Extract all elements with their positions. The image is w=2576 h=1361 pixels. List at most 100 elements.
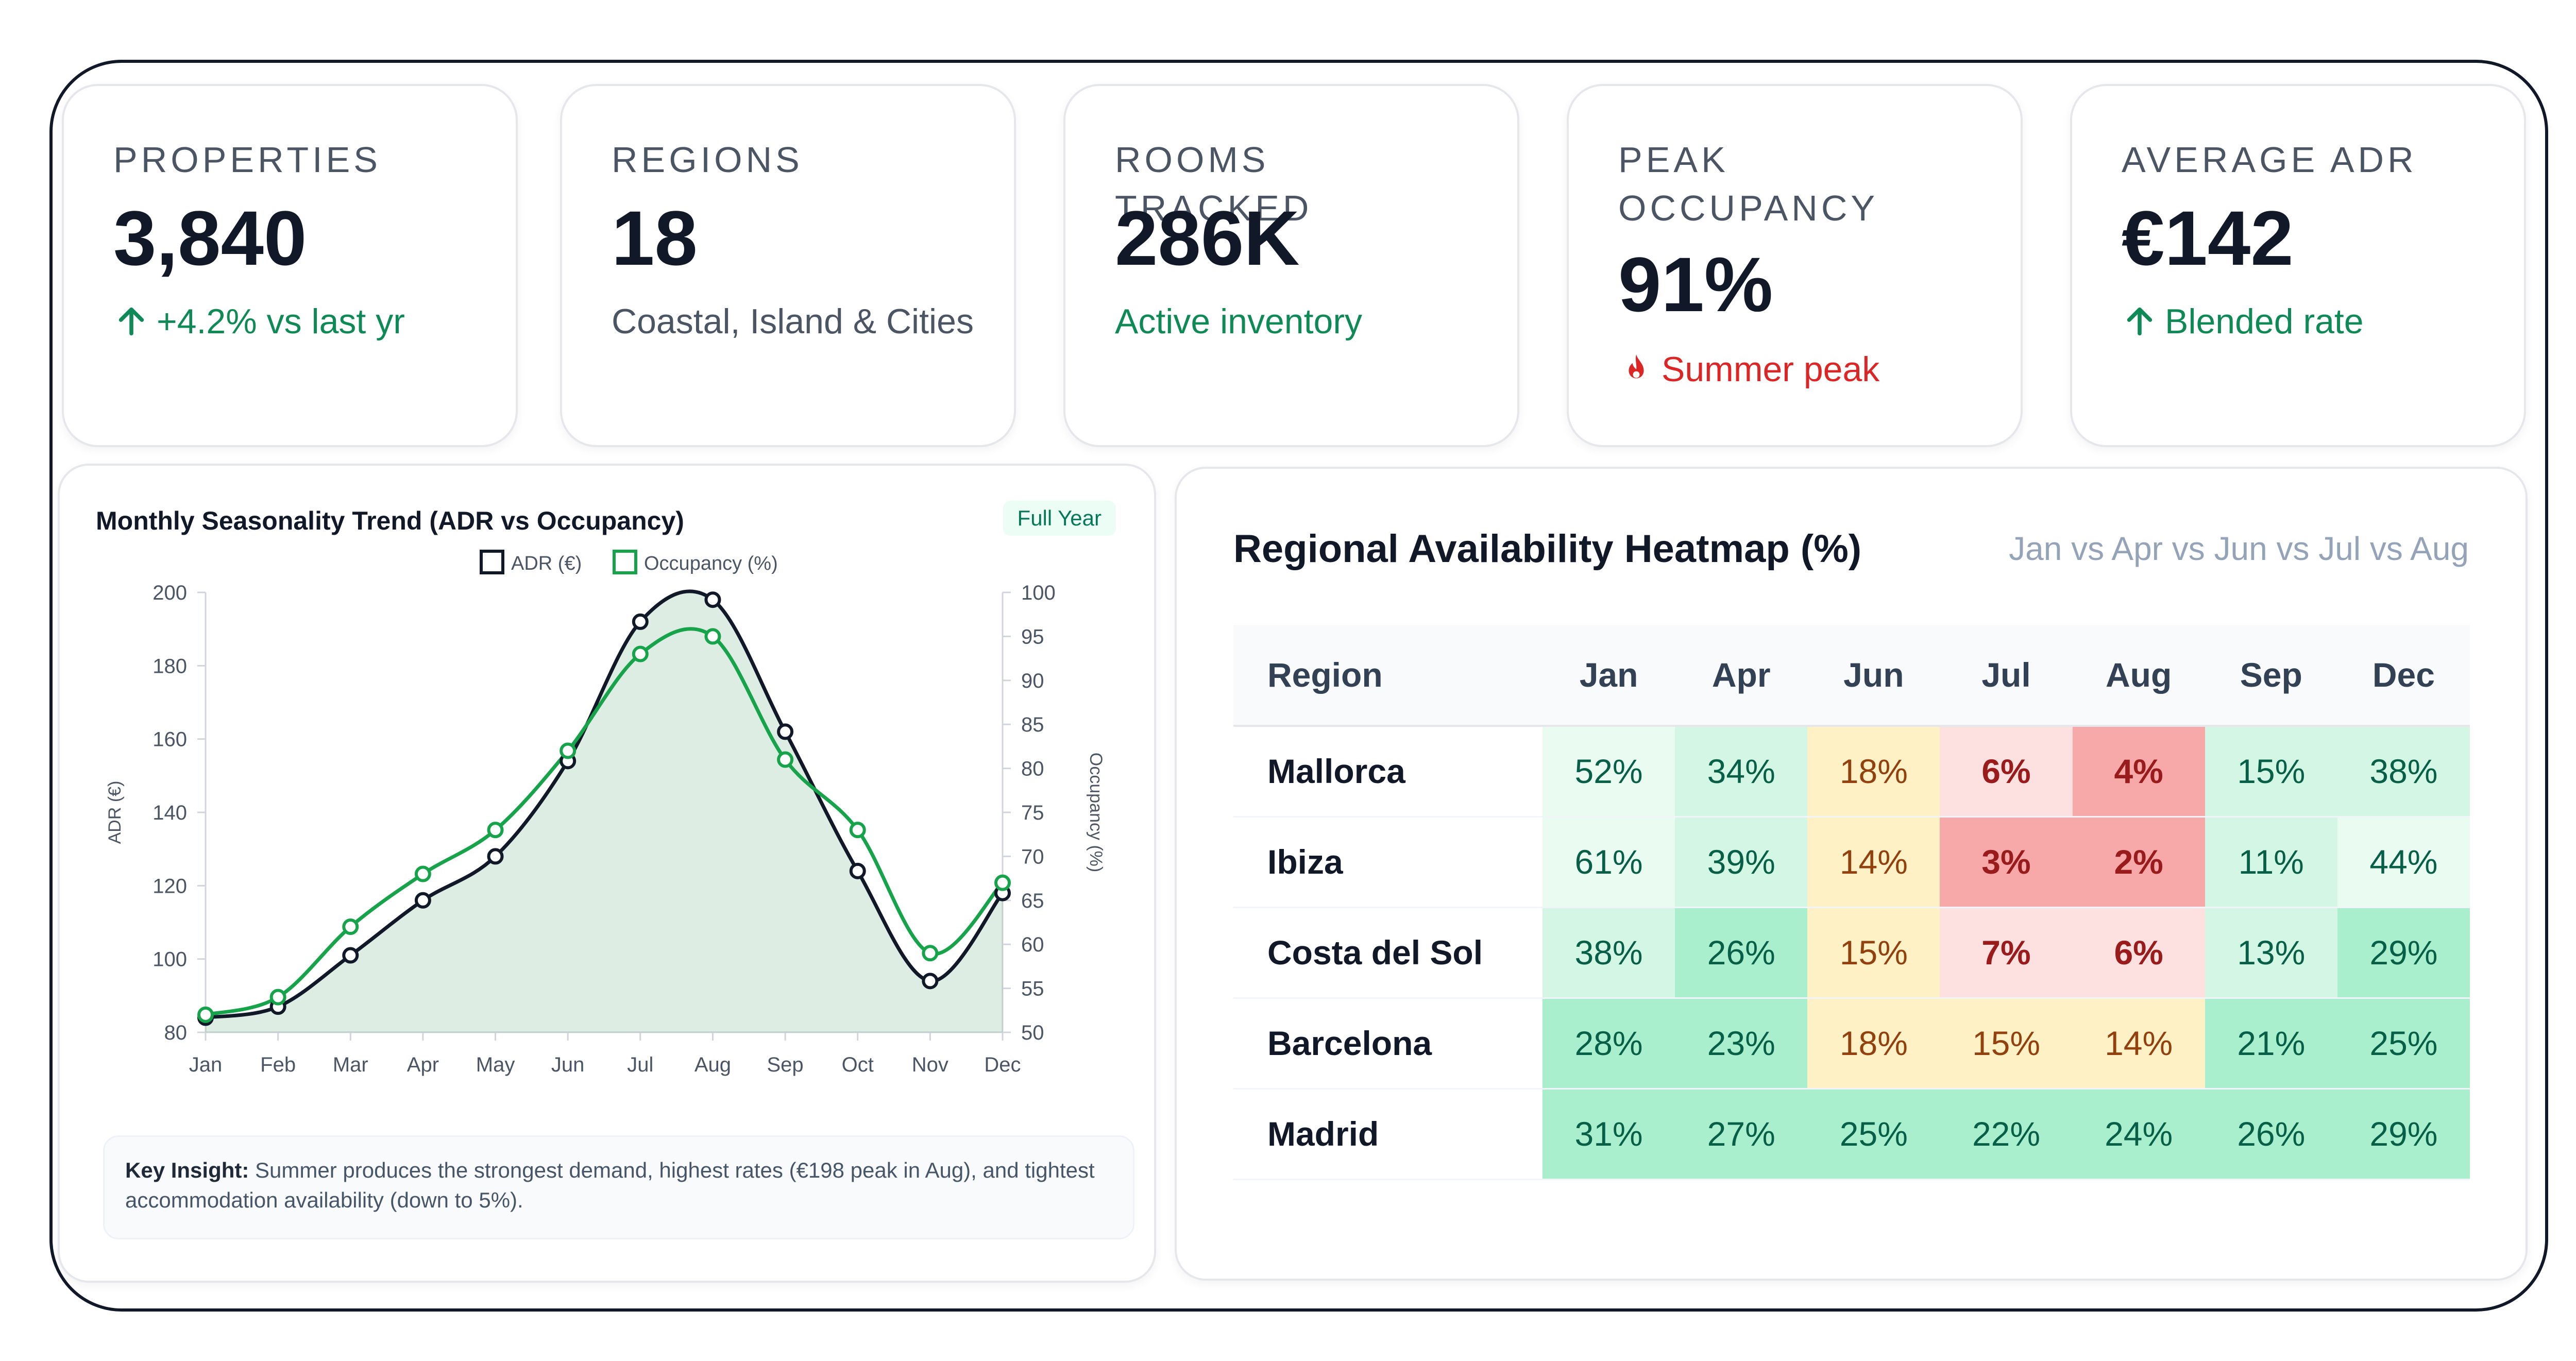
adr-point bbox=[414, 892, 431, 909]
heatmap-title: Regional Availability Heatmap (%) bbox=[1233, 527, 1862, 571]
y2-tick-label: 65 bbox=[1021, 890, 1044, 912]
stat-value: €142 bbox=[2122, 195, 2294, 281]
heatmap-cell: 18% bbox=[1807, 998, 1940, 1090]
column-header-jan: Jan bbox=[1543, 625, 1675, 727]
stat-sub: Coastal, Island & Cities bbox=[612, 298, 974, 345]
heatmap-cell: 24% bbox=[2072, 1088, 2205, 1180]
heatmap-cell: 22% bbox=[1940, 1088, 2073, 1180]
heatmap-cell: 4% bbox=[2072, 726, 2205, 818]
adr-point bbox=[704, 591, 721, 608]
heatmap-cell: 6% bbox=[1940, 726, 2073, 818]
x-tick-label: Jul bbox=[627, 1053, 653, 1076]
chart-title: Monthly Seasonality Trend (ADR vs Occupa… bbox=[96, 506, 684, 535]
x-tick-label: Jun bbox=[551, 1053, 585, 1076]
occupancy-point bbox=[632, 645, 649, 662]
heatmap-cell: 26% bbox=[2205, 1088, 2337, 1180]
adr-point bbox=[849, 862, 866, 879]
adr-point bbox=[922, 973, 939, 990]
occupancy-point bbox=[487, 822, 504, 839]
heatmap-panel: Regional Availability Heatmap (%) Jan vs… bbox=[1175, 467, 2528, 1281]
heatmap-cell: 13% bbox=[2205, 907, 2337, 999]
column-header-jul: Jul bbox=[1940, 625, 2073, 727]
heatmap-cell: 21% bbox=[2205, 998, 2337, 1090]
stat-card-properties: PROPERTIES 3,840 +4.2% vs last yr bbox=[62, 84, 518, 447]
x-tick-label: Apr bbox=[407, 1053, 439, 1076]
heatmap-cell: 15% bbox=[2205, 726, 2337, 818]
stat-label: PEAK OCCUPANCY bbox=[1618, 140, 1879, 228]
column-header-dec: Dec bbox=[2337, 625, 2470, 727]
region-label: Barcelona bbox=[1233, 998, 1543, 1090]
heatmap-cell: 14% bbox=[1807, 816, 1940, 908]
region-label: Costa del Sol bbox=[1233, 907, 1543, 999]
region-label: Ibiza bbox=[1233, 816, 1543, 908]
region-label: Madrid bbox=[1233, 1088, 1543, 1180]
y-tick-label: 120 bbox=[152, 875, 187, 897]
arrow-up-icon bbox=[2127, 307, 2153, 336]
adr-point bbox=[777, 723, 794, 740]
y2-tick-label: 60 bbox=[1021, 933, 1044, 956]
adr-point bbox=[342, 947, 359, 964]
occupancy-point bbox=[704, 628, 721, 645]
heatmap-cell: 28% bbox=[1543, 998, 1675, 1090]
heatmap-row: Madrid 31% 27% 25% 22% 24% 26% 29% bbox=[1233, 1088, 2470, 1180]
heatmap-cell: 7% bbox=[1940, 907, 2073, 999]
stat-label: PROPERTIES bbox=[113, 140, 381, 180]
heatmap-cell: 27% bbox=[1675, 1088, 1808, 1180]
column-header-jun: Jun bbox=[1807, 625, 1940, 727]
arrow-up-icon bbox=[118, 307, 144, 336]
y2-tick-label: 55 bbox=[1021, 978, 1044, 1000]
stat-sub-text: Summer peak bbox=[1662, 350, 1880, 389]
insight-text: Summer produces the strongest demand, hi… bbox=[125, 1158, 1095, 1212]
heatmap-row: Mallorca 52% 34% 18% 6% 4% 15% 38% bbox=[1233, 726, 2470, 818]
y-tick-label: 160 bbox=[152, 728, 187, 751]
stat-label: ROOMS TRACKED bbox=[1115, 140, 1313, 228]
heatmap-cell: 31% bbox=[1543, 1088, 1675, 1180]
y2-tick-label: 50 bbox=[1021, 1022, 1044, 1044]
key-insight: Key Insight: Summer produces the stronge… bbox=[103, 1135, 1134, 1239]
heatmap-cell: 38% bbox=[1543, 907, 1675, 999]
y2-tick-label: 85 bbox=[1021, 713, 1044, 736]
stat-sub-text: Active inventory bbox=[1115, 302, 1362, 341]
stat-label: REGIONS bbox=[612, 140, 803, 180]
column-header-apr: Apr bbox=[1675, 625, 1808, 727]
full-year-badge[interactable]: Full Year bbox=[1003, 501, 1116, 536]
heatmap-cell: 15% bbox=[1940, 998, 2073, 1090]
legend-label: ADR (€) bbox=[511, 553, 582, 574]
stat-trend: Blended rate bbox=[2122, 298, 2364, 345]
insight-label: Key Insight: bbox=[125, 1158, 249, 1182]
legend-swatch bbox=[480, 550, 504, 574]
heatmap-cell: 14% bbox=[2072, 998, 2205, 1090]
occupancy-point bbox=[342, 918, 359, 935]
y2-tick-label: 100 bbox=[1021, 582, 1056, 604]
x-tick-label: Dec bbox=[984, 1053, 1021, 1076]
legend-swatch bbox=[613, 550, 637, 574]
column-header-region: Region bbox=[1233, 625, 1543, 727]
y-tick-label: 100 bbox=[152, 948, 187, 971]
x-tick-label: Nov bbox=[912, 1053, 948, 1076]
x-tick-label: Oct bbox=[842, 1053, 874, 1076]
heatmap-cell: 2% bbox=[2072, 816, 2205, 908]
legend-label: Occupancy (%) bbox=[644, 553, 778, 574]
heatmap-table: Region Jan Apr Jun Jul Aug Sep Dec Mallorca 52% 3… bbox=[1233, 625, 2470, 1180]
y2-tick-label: 95 bbox=[1021, 625, 1044, 648]
y-tick-label: 200 bbox=[152, 582, 187, 604]
y2-tick-label: 80 bbox=[1021, 758, 1044, 780]
stat-sub-text: Blended rate bbox=[2165, 302, 2364, 341]
x-tick-label: Aug bbox=[694, 1053, 731, 1076]
trend-chart: ADR (€) Occupancy (%) 80 100 120 140 160 180 20… bbox=[105, 550, 1106, 1076]
stat-card-rooms-tracked: ROOMS TRACKED 286K Active inventory bbox=[1063, 84, 1519, 447]
heatmap-cell: 29% bbox=[2337, 1088, 2470, 1180]
x-tick-label: May bbox=[476, 1053, 515, 1076]
stat-trend: +4.2% vs last yr bbox=[113, 298, 405, 345]
stat-value: 286K bbox=[1115, 195, 1300, 281]
heatmap-header-row: Region Jan Apr Jun Jul Aug Sep Dec bbox=[1233, 625, 2470, 727]
x-tick-label: Jan bbox=[189, 1053, 223, 1076]
heatmap-cell: 11% bbox=[2205, 816, 2337, 908]
heatmap-cell: 52% bbox=[1543, 726, 1675, 818]
heatmap-row: Costa del Sol 38% 26% 15% 7% 6% 13% 29% bbox=[1233, 907, 2470, 999]
heatmap-cell: 34% bbox=[1675, 726, 1808, 818]
occupancy-point bbox=[922, 945, 939, 962]
y-axis-title: ADR (€) bbox=[105, 781, 125, 844]
y-tick-label: 180 bbox=[152, 655, 187, 677]
stat-sub-text: Coastal, Island & Cities bbox=[612, 302, 974, 341]
